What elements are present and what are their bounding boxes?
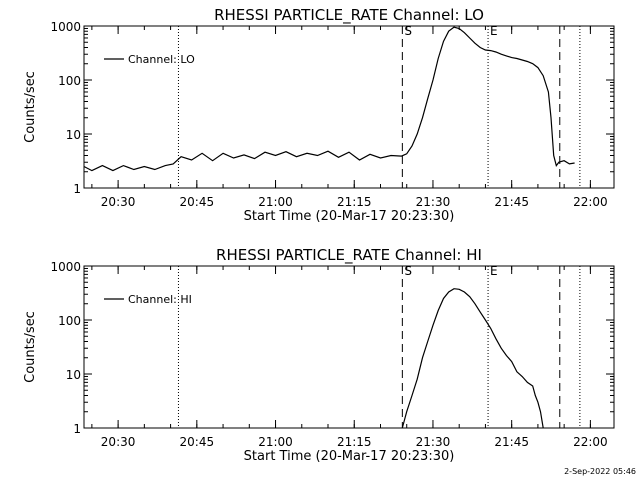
y-axis-label: Counts/sec — [23, 71, 38, 143]
y-tick-label: 1000 — [50, 20, 81, 34]
plot-title: RHESSI PARTICLE_RATE Channel: HI — [216, 246, 482, 265]
end-marker-label: E — [490, 24, 498, 38]
hi-channel-panel: RHESSI PARTICLE_RATE Channel: HI 20:30 20:… — [23, 246, 615, 464]
x-tick-label: 21:45 — [494, 195, 529, 209]
y-tick-label: 1 — [73, 422, 81, 436]
start-marker-label: S — [404, 24, 412, 38]
x-tick-label: 21:00 — [258, 435, 293, 449]
y-tick-label: 100 — [58, 74, 81, 88]
lo-channel-panel: RHESSI PARTICLE_RATE Channel: LO 20:30 20:… — [23, 6, 615, 224]
y-tick-label: 10 — [66, 128, 81, 142]
x-tick-label: 21:30 — [416, 195, 451, 209]
x-tick-label: 20:30 — [101, 195, 136, 209]
plot-title: RHESSI PARTICLE_RATE Channel: LO — [214, 6, 484, 25]
x-tick-label: 20:45 — [180, 435, 215, 449]
date-stamp: 2-Sep-2022 05:46 — [564, 467, 636, 476]
x-tick-label: 22:00 — [573, 435, 608, 449]
y-tick-label: 10 — [66, 368, 81, 382]
legend-label: Channel: LO — [128, 53, 195, 66]
series-line — [401, 288, 544, 429]
series-line — [83, 26, 575, 172]
x-tick-label: 20:45 — [180, 195, 215, 209]
y-axis-label: Counts/sec — [23, 311, 38, 383]
x-axis-label: Start Time (20-Mar-17 20:23:30) — [244, 449, 455, 464]
x-tick-label: 20:30 — [101, 435, 136, 449]
y-tick-label: 100 — [58, 314, 81, 328]
x-tick-label: 21:30 — [416, 435, 451, 449]
end-marker-label: E — [490, 264, 498, 278]
plot-frame — [83, 25, 615, 189]
x-tick-label: 21:45 — [494, 435, 529, 449]
y-tick-label: 1000 — [50, 260, 81, 274]
y-tick-label: 1 — [73, 182, 81, 196]
x-tick-label: 21:15 — [337, 435, 372, 449]
legend-label: Channel: HI — [128, 293, 192, 306]
x-tick-label: 21:15 — [337, 195, 372, 209]
x-tick-label: 22:00 — [573, 195, 608, 209]
x-tick-label: 21:00 — [258, 195, 293, 209]
x-axis-label: Start Time (20-Mar-17 20:23:30) — [244, 209, 455, 224]
plot-frame — [83, 265, 615, 429]
start-marker-label: S — [404, 264, 412, 278]
